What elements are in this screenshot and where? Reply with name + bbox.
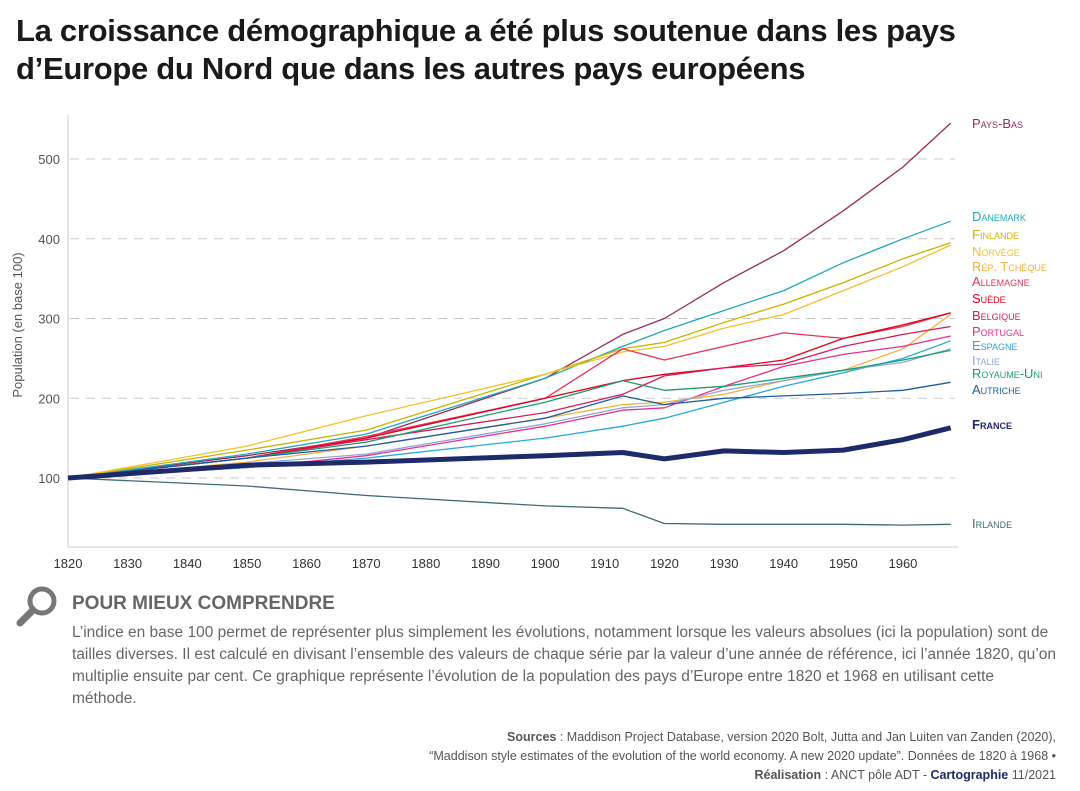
x-tick-label: 1900 xyxy=(531,556,560,571)
series-label-portugal: Portugal xyxy=(972,324,1024,339)
x-tick-label: 1850 xyxy=(232,556,261,571)
realisation-label: Réalisation xyxy=(754,768,822,782)
series-label-espagne: Espagne xyxy=(972,338,1018,353)
x-tick-label: 1870 xyxy=(352,556,381,571)
chart-title: La croissance démographique a été plus s… xyxy=(16,13,956,86)
series-label-italie: Italie xyxy=(972,353,1000,368)
series-line-danemark xyxy=(67,220,951,479)
x-tick-label: 1860 xyxy=(292,556,321,571)
y-tick-label: 300 xyxy=(38,312,60,327)
series-label-irlande: Irlande xyxy=(972,516,1012,531)
x-tick-label: 1880 xyxy=(411,556,440,571)
help-title: POUR MIEUX COMPRENDRE xyxy=(72,593,335,614)
series-label-pays-bas: Pays-Bas xyxy=(972,116,1023,131)
y-tick-label: 100 xyxy=(38,471,60,486)
series-line-rep-tcheque xyxy=(67,313,952,479)
y-axis-label: Population (en base 100) xyxy=(10,252,25,397)
sources-line2: “Maddison style estimates of the evoluti… xyxy=(429,749,1056,763)
y-tick-label: 500 xyxy=(38,152,60,167)
series-label-belgique: Belgique xyxy=(972,308,1021,323)
x-tick-label: 1820 xyxy=(54,556,83,571)
magnifier-icon xyxy=(16,586,57,627)
series-line-finlande xyxy=(67,242,951,479)
x-tick-label: 1890 xyxy=(471,556,500,571)
x-tick-label: 1950 xyxy=(829,556,858,571)
x-tick-label: 1910 xyxy=(590,556,619,571)
series-line-france xyxy=(67,425,952,481)
x-tick-label: 1940 xyxy=(769,556,798,571)
series-line-irlande xyxy=(67,477,951,526)
sources: Sources : Maddison Project Database, ver… xyxy=(429,728,1056,785)
series-label-allemagne: Allemagne xyxy=(972,274,1030,289)
series-label-suede: Suède xyxy=(972,291,1006,306)
series-label-autriche: Autriche xyxy=(972,382,1021,397)
series-line-norvege xyxy=(67,244,951,479)
series-line-royaume-uni xyxy=(67,349,951,479)
x-tick-label: 1960 xyxy=(888,556,917,571)
series-label-danemark: Danemark xyxy=(972,209,1026,224)
series-label-france: France xyxy=(972,417,1012,432)
series-label-royaume-uni: Royaume-Uni xyxy=(972,366,1042,381)
series-label-rep-tcheque: Rép. Tchèque xyxy=(972,259,1047,274)
x-tick-label: 1840 xyxy=(173,556,202,571)
date: 11/2021 xyxy=(1008,768,1056,782)
cartographie: Cartographie xyxy=(930,768,1009,782)
y-tick-label: 400 xyxy=(38,232,60,247)
series-label-finlande: Finlande xyxy=(972,227,1019,242)
x-tick-label: 1830 xyxy=(113,556,142,571)
sources-label: Sources xyxy=(507,730,557,744)
x-tick-label: 1920 xyxy=(650,556,679,571)
y-tick-label: 200 xyxy=(38,391,60,406)
series-line-autriche xyxy=(67,381,951,479)
series-line-belgique xyxy=(67,325,951,479)
realisation: : ANCT pôle ADT - xyxy=(821,768,931,782)
sources-line1: : Maddison Project Database, version 202… xyxy=(556,730,1056,744)
series-label-norvege: Norvège xyxy=(972,244,1020,259)
help-text: L’indice en base 100 permet de représent… xyxy=(72,624,1056,707)
line-chart: 100 200 300 400 500 1820 1830 1840 1850 1860 1870 1… xyxy=(10,115,1047,571)
series-line-portugal xyxy=(67,335,951,479)
x-tick-label: 1930 xyxy=(710,556,739,571)
series-line-suede xyxy=(67,312,951,479)
